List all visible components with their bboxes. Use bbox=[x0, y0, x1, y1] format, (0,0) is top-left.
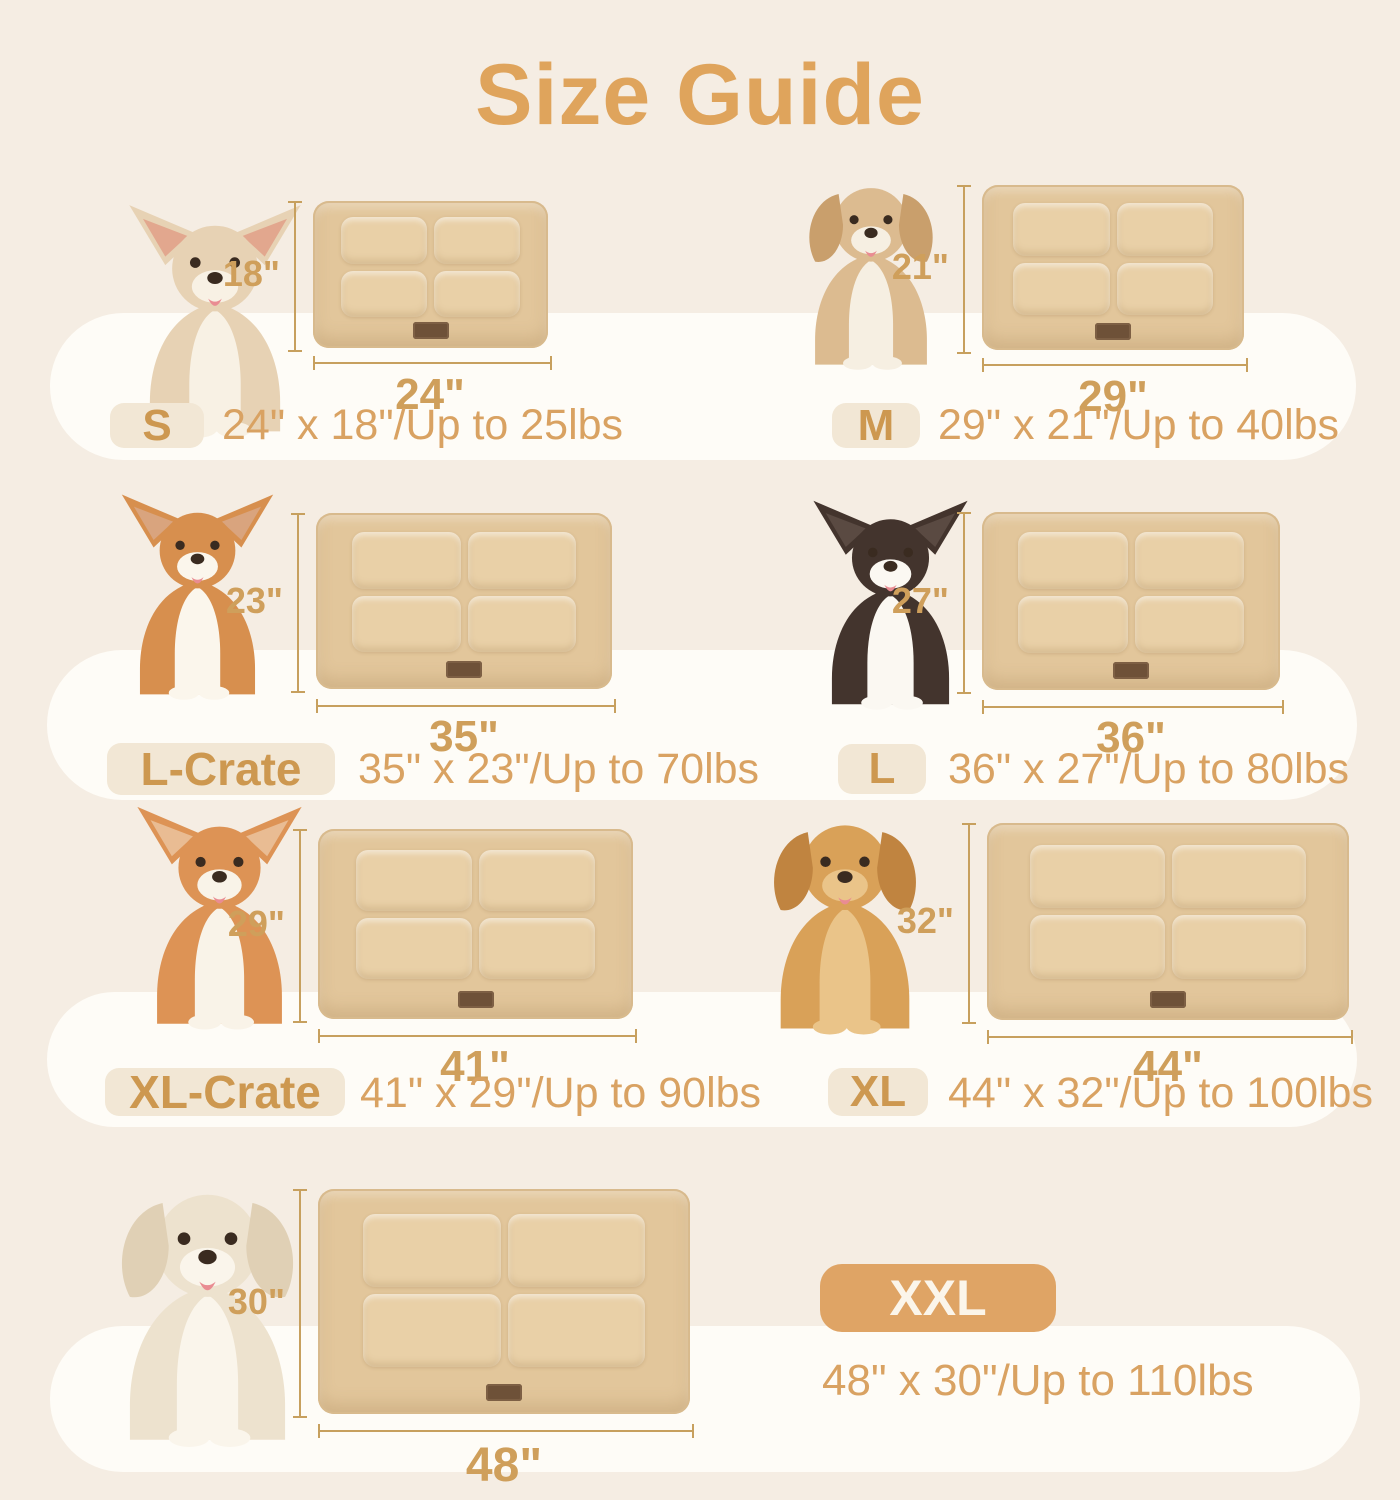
size-spec-xl-crate: 41" x 29"/Up to 90lbs bbox=[360, 1069, 762, 1117]
width-label-xl: 44" bbox=[1133, 1042, 1203, 1091]
height-arrow-xxl bbox=[293, 1189, 307, 1418]
mat-brand-tag bbox=[1113, 662, 1149, 680]
mat-brand-tag bbox=[486, 1383, 522, 1401]
size-spec-l-crate: 35" x 23"/Up to 70lbs bbox=[358, 745, 760, 793]
size-badge-xxl: XXL bbox=[820, 1264, 1056, 1332]
width-label-xl-crate: 41" bbox=[440, 1042, 510, 1091]
mat-quilt-pattern bbox=[1013, 203, 1213, 316]
mat-quilt-pattern bbox=[1017, 531, 1245, 653]
height-label-xxl: 30" bbox=[227, 1281, 285, 1322]
size-spec-m: 29" x 21"/Up to 40lbs bbox=[938, 401, 1340, 449]
mat-brand-tag bbox=[446, 661, 482, 679]
mat-brand-tag bbox=[1095, 323, 1131, 341]
mat-photo-xl bbox=[987, 823, 1349, 1020]
width-arrow-s bbox=[313, 356, 552, 370]
width-label-m: 29" bbox=[1078, 372, 1148, 421]
size-badge-l: L bbox=[838, 744, 926, 794]
height-arrow-xl-crate bbox=[293, 829, 307, 1023]
height-arrow-s bbox=[288, 201, 302, 352]
size-spec-s: 24" x 18"/Up to 25lbs bbox=[222, 401, 624, 449]
width-arrow-m bbox=[982, 358, 1248, 372]
mat-photo-l bbox=[982, 512, 1280, 690]
height-label-m: 21" bbox=[891, 246, 949, 287]
mat-photo-xl-crate bbox=[318, 829, 633, 1019]
mat-photo-s bbox=[313, 201, 548, 348]
width-label-l: 36" bbox=[1096, 713, 1166, 762]
mat-photo-xxl bbox=[318, 1189, 690, 1414]
mat-brand-tag bbox=[457, 990, 494, 1008]
size-badge-m: M bbox=[832, 401, 920, 450]
height-label-xl: 32" bbox=[896, 900, 954, 941]
size-badge-l-crate: L-Crate bbox=[107, 743, 335, 795]
width-label-l-crate: 35" bbox=[429, 712, 499, 761]
width-arrow-l bbox=[982, 700, 1284, 714]
height-arrow-m bbox=[957, 185, 971, 354]
height-label-l: 27" bbox=[891, 580, 949, 621]
width-arrow-l-crate bbox=[316, 699, 616, 713]
width-arrow-xxl bbox=[318, 1424, 694, 1438]
size-badge-xl-crate: XL-Crate bbox=[105, 1066, 345, 1118]
height-label-l-crate: 23" bbox=[225, 580, 283, 621]
width-label-s: 24" bbox=[395, 370, 465, 419]
height-arrow-l-crate bbox=[291, 513, 305, 693]
size-spec-xl: 44" x 32"/Up to 100lbs bbox=[948, 1069, 1373, 1117]
size-spec-l: 36" x 27"/Up to 80lbs bbox=[948, 745, 1350, 793]
mat-quilt-pattern bbox=[1030, 844, 1306, 979]
mat-brand-tag bbox=[412, 322, 449, 340]
mat-quilt-pattern bbox=[355, 849, 596, 980]
mat-photo-m bbox=[982, 185, 1244, 350]
mat-quilt-pattern bbox=[351, 532, 577, 653]
height-label-s: 18" bbox=[222, 253, 280, 294]
page-title: Size Guide bbox=[475, 47, 925, 143]
width-arrow-xl bbox=[987, 1030, 1353, 1044]
mat-quilt-pattern bbox=[362, 1213, 646, 1367]
size-badge-xl: XL bbox=[828, 1067, 928, 1116]
height-arrow-xl bbox=[962, 823, 976, 1024]
mat-brand-tag bbox=[1150, 991, 1186, 1009]
width-arrow-xl-crate bbox=[318, 1029, 637, 1043]
mat-photo-l-crate bbox=[316, 513, 612, 689]
size-badge-s: S bbox=[110, 401, 204, 450]
height-arrow-l bbox=[957, 512, 971, 694]
height-label-xl-crate: 29" bbox=[227, 903, 285, 944]
width-label-xxl: 48" bbox=[465, 1439, 543, 1492]
size-spec-xxl: 48" x 30"/Up to 110lbs bbox=[822, 1356, 1254, 1405]
mat-quilt-pattern bbox=[341, 217, 520, 318]
